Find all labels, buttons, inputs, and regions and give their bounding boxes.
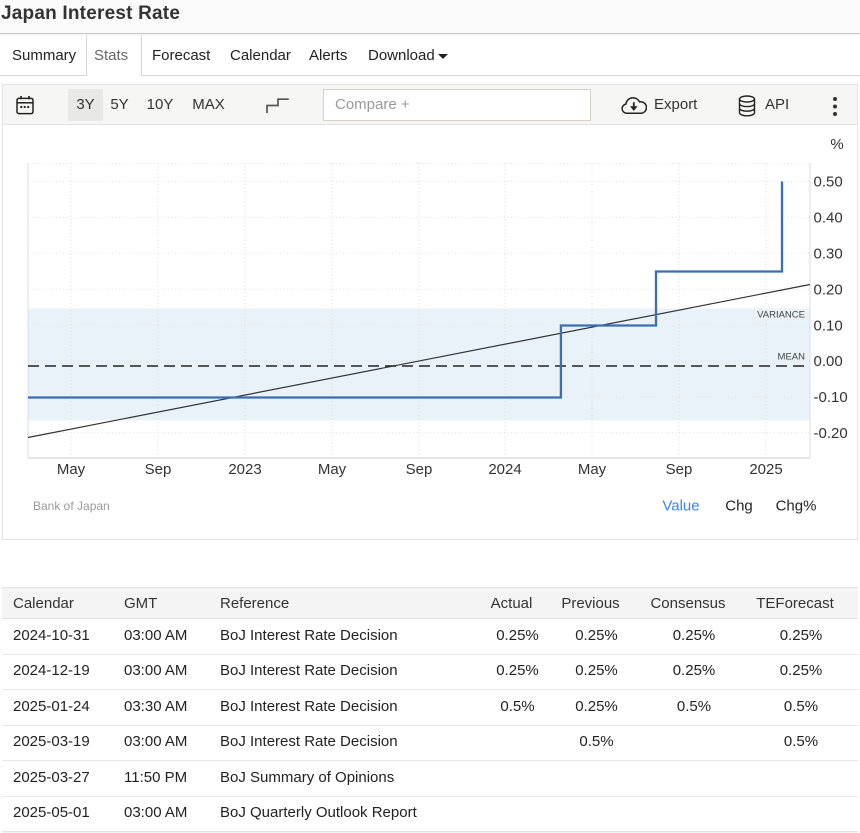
svg-text:Sep: Sep [145,461,172,478]
svg-text:0.40: 0.40 [814,210,843,227]
svg-text:%: % [830,136,843,153]
svg-text:Chg%: Chg% [776,498,817,515]
svg-text:-0.10: -0.10 [814,389,848,406]
svg-text:May: May [57,461,86,478]
svg-text:2023: 2023 [228,461,261,478]
svg-text:Value: Value [662,498,699,515]
svg-text:0.20: 0.20 [814,281,843,298]
svg-text:2024: 2024 [488,461,521,478]
svg-text:0.50: 0.50 [814,174,843,191]
svg-text:-0.20: -0.20 [814,425,848,442]
svg-text:0.00: 0.00 [814,353,843,370]
svg-text:2025: 2025 [749,461,782,478]
svg-text:VARIANCE: VARIANCE [757,310,805,321]
svg-text:Sep: Sep [666,461,693,478]
svg-text:May: May [578,461,607,478]
svg-text:Sep: Sep [406,461,433,478]
svg-text:Chg: Chg [725,498,753,515]
svg-text:May: May [318,461,347,478]
svg-text:MEAN: MEAN [778,352,806,363]
svg-text:0.10: 0.10 [814,317,843,334]
svg-text:Bank of Japan: Bank of Japan [33,499,110,513]
svg-text:0.30: 0.30 [814,246,843,263]
